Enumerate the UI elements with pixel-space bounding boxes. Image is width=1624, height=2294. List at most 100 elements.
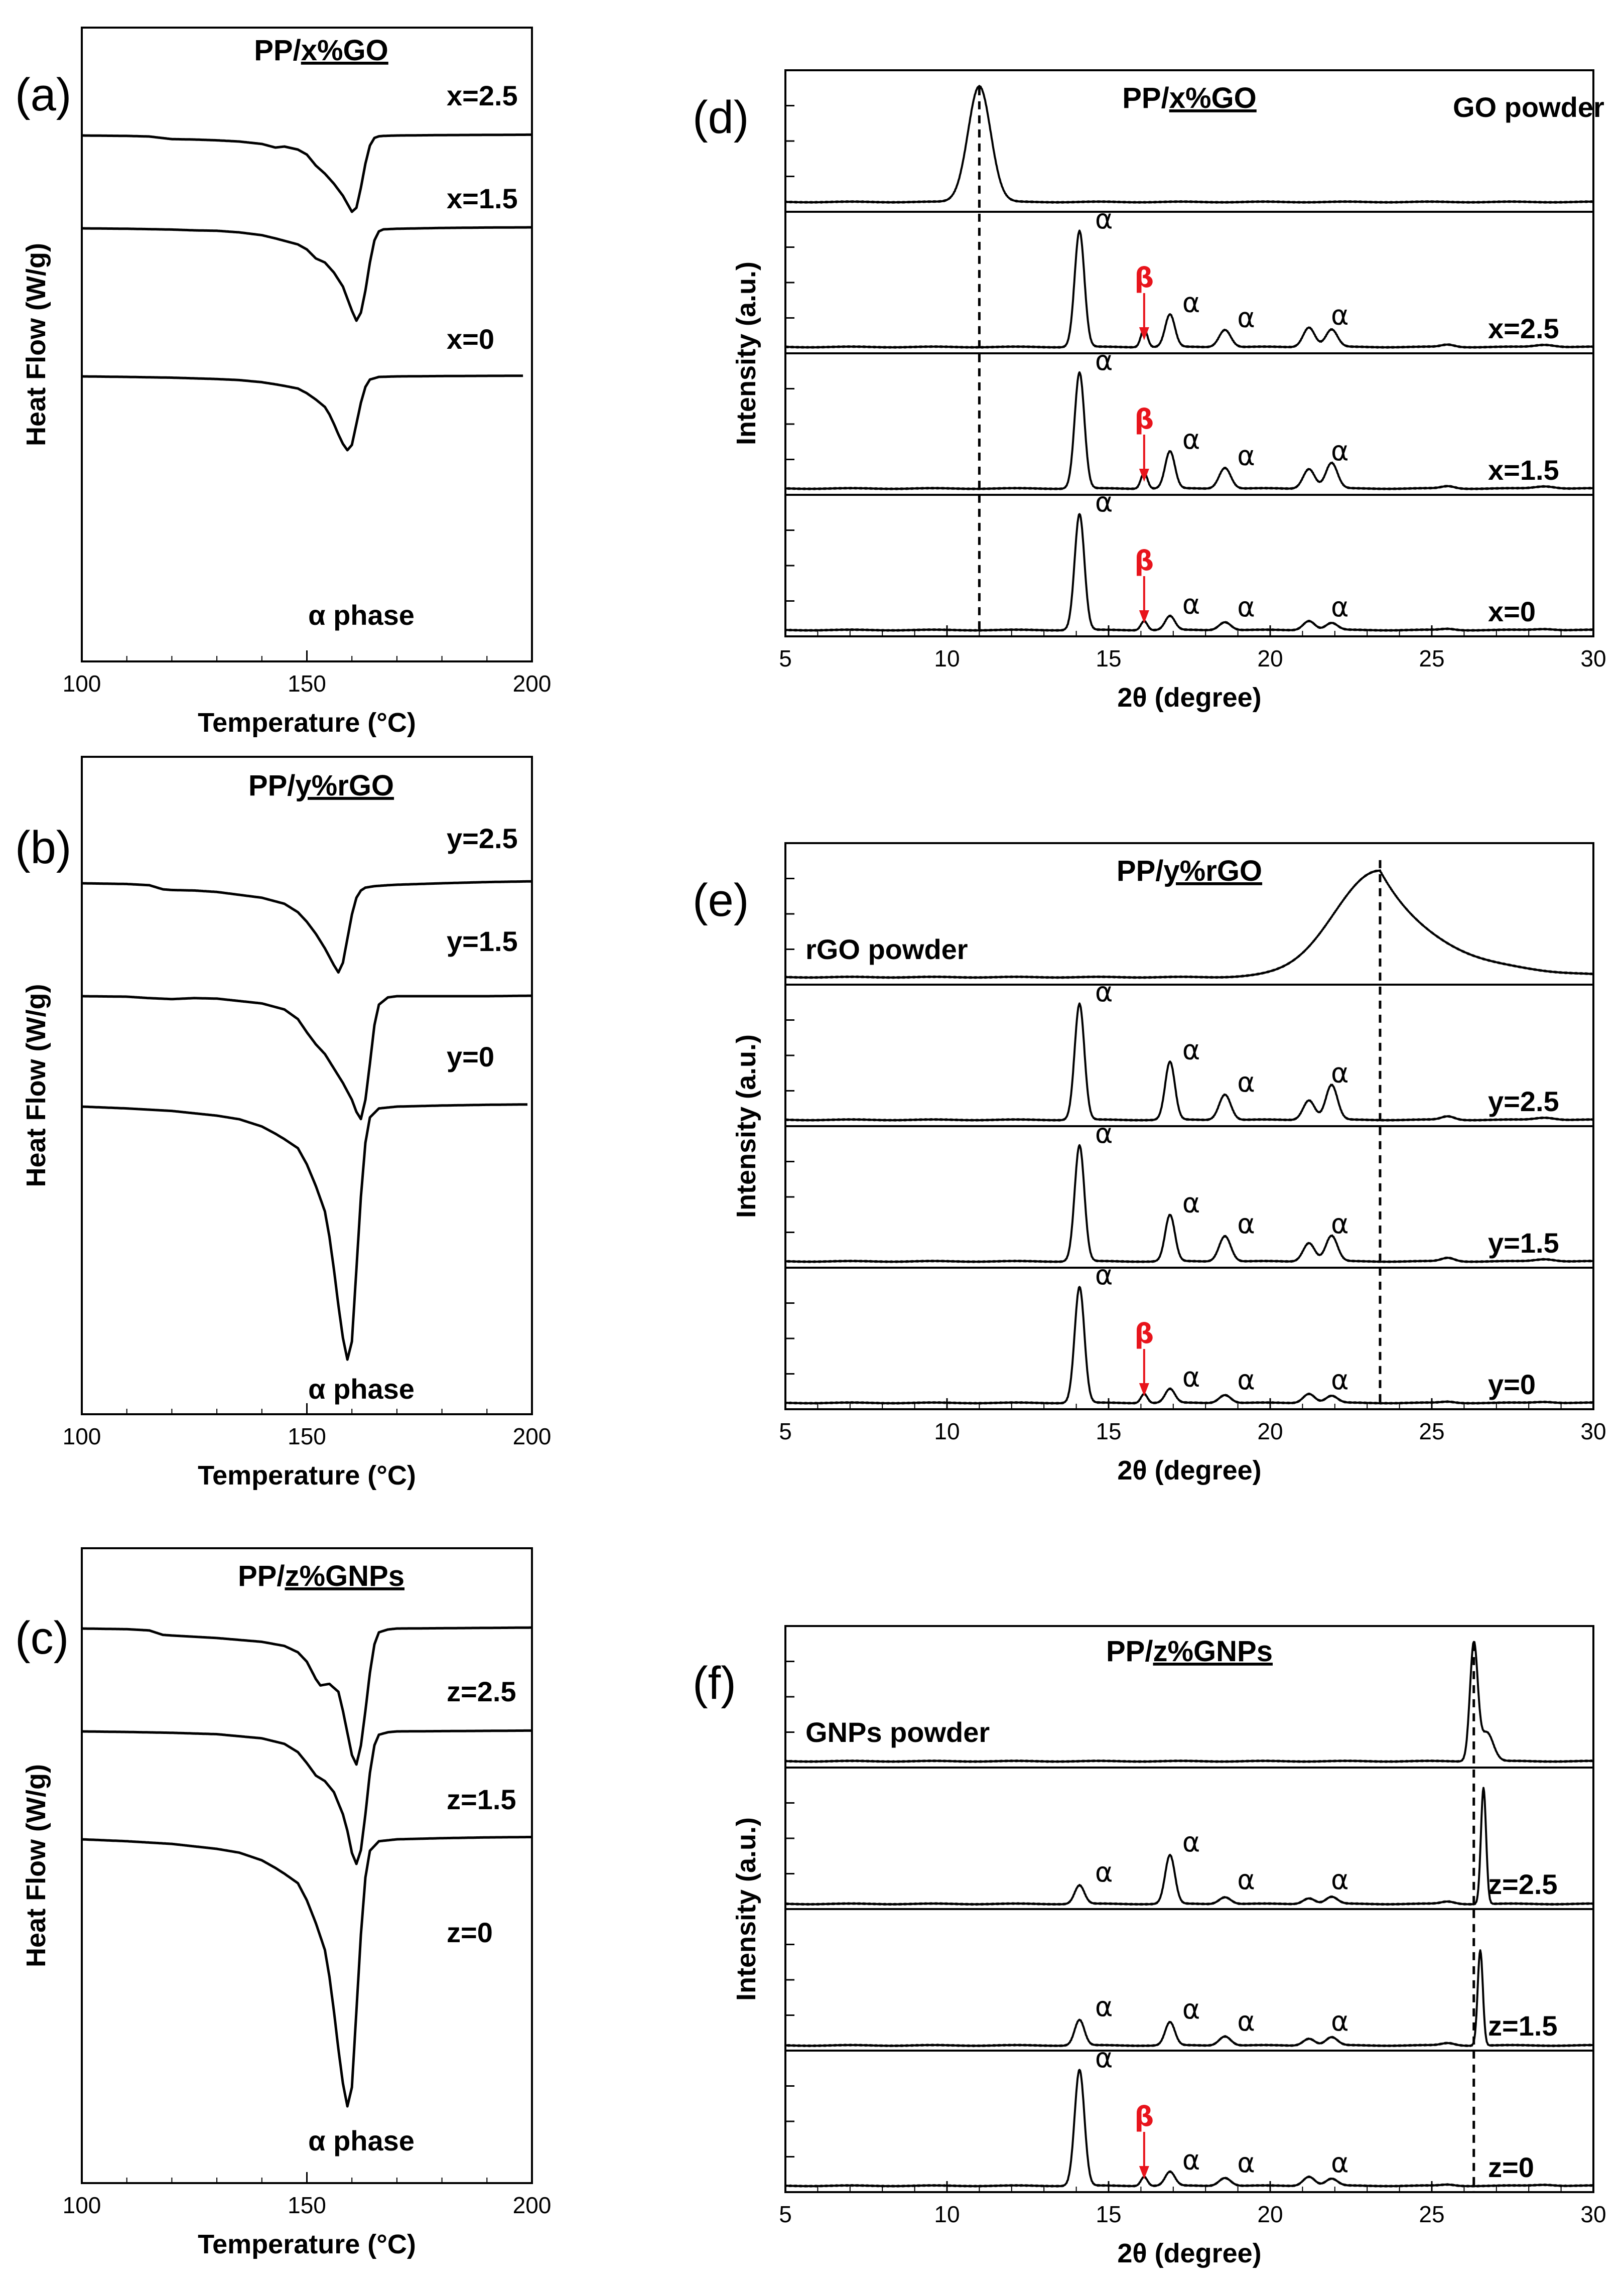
dsc-curve-y-1-5 bbox=[81, 994, 532, 1121]
title-underlined: y%rGO bbox=[295, 769, 394, 802]
beta-arrow-head bbox=[1139, 610, 1149, 623]
title-prefix: PP/ bbox=[238, 1560, 285, 1592]
series-label: x=2.5 bbox=[447, 80, 518, 111]
xrd-pattern-y-0 bbox=[784, 1286, 1594, 1405]
x-tick-label: 200 bbox=[513, 670, 552, 697]
alpha-marker: α bbox=[1182, 1826, 1200, 1858]
x-axis-label: 2θ (degree) bbox=[1117, 683, 1261, 713]
beta-marker: β bbox=[1135, 545, 1154, 577]
x-tick-label: 15 bbox=[1096, 2201, 1121, 2227]
x-tick-label: 10 bbox=[934, 2201, 960, 2227]
title-underlined: y%rGO bbox=[1163, 855, 1262, 887]
x-tick-label: 150 bbox=[288, 670, 326, 697]
series-label: GNPs powder bbox=[805, 1716, 990, 1748]
alpha-marker: α bbox=[1237, 440, 1255, 471]
x-tick-label: 100 bbox=[63, 1423, 101, 1449]
panel-b: (b) PP/y%rGO 100 150 200 Temperature (°C) Heat… bbox=[15, 756, 551, 1491]
alpha-marker: α bbox=[1331, 300, 1349, 331]
beta-marker: β bbox=[1135, 2101, 1154, 2132]
xrd-pattern-GNPs-powder bbox=[784, 1641, 1594, 1763]
series-label: x=1.5 bbox=[447, 183, 518, 214]
x-tick-label: 20 bbox=[1257, 2201, 1283, 2227]
x-tick-label: 10 bbox=[934, 1418, 960, 1444]
series-label: y=2.5 bbox=[1488, 1086, 1559, 1117]
panel-d: (d) PP/x%GO 5 10 15 20 25 30 2θ (degree) Intensit… bbox=[693, 69, 1606, 713]
xrd-pattern-x-0 bbox=[784, 513, 1594, 632]
alpha-marker: α bbox=[1095, 1259, 1113, 1291]
alpha-marker: α bbox=[1331, 2005, 1349, 2037]
alpha-marker: α bbox=[1182, 287, 1200, 318]
beta-arrow-head bbox=[1139, 469, 1149, 482]
alpha-marker: α bbox=[1095, 1118, 1113, 1149]
beta-marker: β bbox=[1135, 403, 1154, 435]
dsc-curve-x-0 bbox=[81, 374, 523, 452]
title-underlined: x%GO bbox=[301, 34, 388, 67]
title-prefix: PP/ bbox=[1117, 855, 1164, 887]
series-label: x=0 bbox=[447, 323, 494, 355]
chart-title: PP/x%GO bbox=[254, 34, 388, 67]
xrd-pattern-GO-powder bbox=[784, 85, 1594, 204]
x-axis-label: Temperature (°C) bbox=[198, 1460, 416, 1491]
chart-title: PP/z%GNPs bbox=[1106, 1635, 1273, 1668]
y-axis-label: Intensity (a.u.) bbox=[731, 1034, 761, 1218]
series-label: x=2.5 bbox=[1488, 313, 1559, 344]
alpha-marker: α bbox=[1331, 435, 1349, 467]
alpha-marker: α bbox=[1182, 1034, 1200, 1065]
xrd-pattern-x-1-5 bbox=[785, 371, 1594, 490]
series-label: rGO powder bbox=[805, 933, 968, 965]
x-axis-label: Temperature (°C) bbox=[198, 2229, 416, 2259]
series-label: z=1.5 bbox=[447, 1784, 516, 1815]
xrd-pattern-z-0 bbox=[784, 2069, 1594, 2188]
series-label: y=1.5 bbox=[447, 925, 518, 957]
series-label: x=0 bbox=[1488, 596, 1536, 627]
beta-arrow-head bbox=[1139, 2166, 1149, 2179]
alpha-marker: α bbox=[1182, 1993, 1200, 2025]
beta-arrow-head bbox=[1139, 327, 1149, 340]
chart-title: PP/x%GO bbox=[1122, 82, 1257, 114]
chart-title: PP/y%rGO bbox=[1117, 855, 1262, 887]
alpha-marker: α bbox=[1237, 302, 1255, 333]
alpha-marker: α bbox=[1331, 1208, 1349, 1240]
alpha-marker: α bbox=[1095, 2042, 1113, 2074]
dsc-curve-y-2-5 bbox=[81, 880, 532, 974]
x-axis-label: 2θ (degree) bbox=[1117, 2238, 1261, 2268]
chart-title: PP/y%rGO bbox=[248, 769, 394, 802]
x-tick-label: 10 bbox=[934, 645, 960, 671]
beta-marker: β bbox=[1135, 1318, 1154, 1350]
title-underlined: x%GO bbox=[1169, 82, 1257, 114]
series-label: y=2.5 bbox=[447, 823, 518, 854]
x-tick-label: 25 bbox=[1419, 645, 1444, 671]
alpha-marker: α bbox=[1331, 591, 1349, 623]
xrd-pattern-rGO-powder bbox=[784, 869, 1594, 979]
series-label: y=0 bbox=[1488, 1369, 1536, 1400]
x-tick-label: 150 bbox=[288, 1423, 326, 1449]
x-tick-label: 20 bbox=[1257, 645, 1283, 671]
x-tick-label: 30 bbox=[1580, 645, 1606, 671]
dsc-curve-z-1-5 bbox=[81, 1729, 532, 1865]
alpha-marker: α bbox=[1331, 2147, 1349, 2179]
y-axis-label: Heat Flow (W/g) bbox=[21, 984, 51, 1187]
alpha-marker: α bbox=[1182, 1187, 1200, 1219]
panel-label: (e) bbox=[693, 875, 749, 926]
alpha-marker: α bbox=[1331, 1057, 1349, 1089]
phase-label: α phase bbox=[308, 1373, 415, 1405]
x-tick-label: 25 bbox=[1419, 2201, 1444, 2227]
series-label: z=2.5 bbox=[1488, 1868, 1558, 1900]
alpha-marker: α bbox=[1331, 1364, 1349, 1396]
alpha-marker: α bbox=[1237, 591, 1255, 623]
xrd-pattern-y-2-5 bbox=[784, 1002, 1594, 1122]
alpha-marker: α bbox=[1237, 2005, 1255, 2037]
chart-title: PP/z%GNPs bbox=[238, 1560, 404, 1592]
x-tick-label: 5 bbox=[779, 1418, 792, 1444]
series-label: z=1.5 bbox=[1488, 2010, 1558, 2042]
alpha-marker: α bbox=[1095, 976, 1113, 1008]
x-tick-label: 15 bbox=[1096, 1418, 1121, 1444]
series-label: z=2.5 bbox=[447, 1676, 516, 1707]
x-tick-label: 30 bbox=[1580, 2201, 1606, 2227]
phase-label: α phase bbox=[308, 2125, 415, 2156]
panel-label: (c) bbox=[15, 1612, 69, 1664]
x-tick-label: 15 bbox=[1096, 645, 1121, 671]
alpha-marker: α bbox=[1182, 1361, 1200, 1393]
y-axis-label: Intensity (a.u.) bbox=[731, 1817, 761, 2001]
